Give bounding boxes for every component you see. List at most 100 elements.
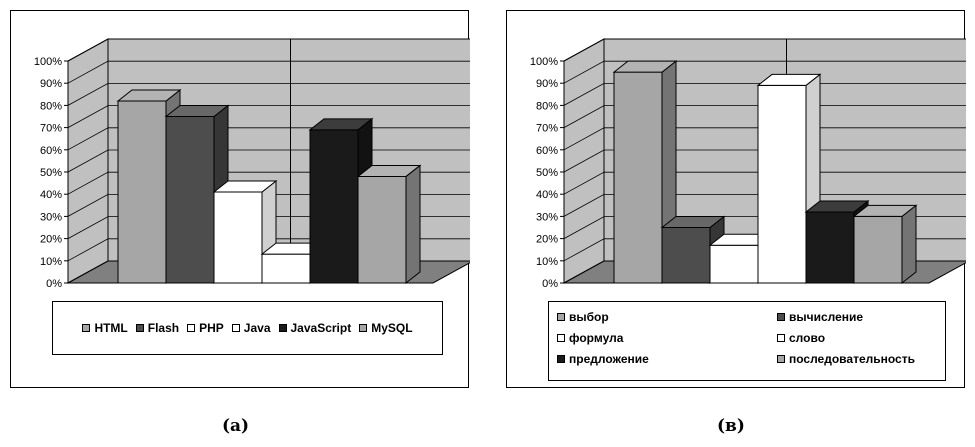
legend-swatch (557, 355, 565, 363)
bar-выбор (613, 71, 663, 284)
chart-a-plot: 0% 10% 20% 30% 40% 50% 60% 70% 80% 90% 100% (34, 38, 470, 290)
gridline (67, 105, 470, 128)
legend-item: выбор (557, 310, 609, 324)
gridline (67, 38, 470, 62)
legend-swatch (278, 324, 287, 332)
legend-item: MySQL (359, 321, 413, 335)
bar-последовательность (853, 215, 903, 284)
bar-формула (709, 244, 759, 284)
legend-item: Flash (135, 321, 180, 335)
bar-top (756, 73, 822, 86)
legend-swatch (359, 324, 368, 332)
legend-swatch (135, 324, 144, 332)
gridline (563, 83, 966, 106)
chart-panel-b: 0% 10% 20% 30% 40% 50% 60% 70% 80% 90% 100% выбор в… (506, 10, 966, 388)
legend-label: слово (789, 331, 826, 345)
legend-swatch (187, 324, 196, 332)
bar-top (116, 89, 182, 102)
legend-item: предложение (557, 352, 649, 366)
legend-label: MySQL (371, 321, 413, 335)
y-tick-label: 100% (530, 56, 558, 68)
legend-label: JavaScript (290, 321, 352, 335)
bar-top (212, 180, 278, 193)
legend-swatch (777, 355, 785, 363)
y-tick-label: 90% (536, 78, 558, 90)
bar-side (405, 164, 421, 285)
chart-b-legend: выбор вычисление формула слово предложение по… (548, 301, 946, 381)
bar-Java (261, 253, 311, 284)
gridline (563, 60, 966, 84)
y-tick-label: 20% (536, 234, 558, 246)
bar-HTML (117, 100, 167, 284)
legend-item: JavaScript (278, 321, 352, 335)
bar-PHP (213, 191, 263, 284)
y-tick-label: 20% (40, 234, 62, 246)
bar-вычисление (661, 227, 711, 284)
bar-top (356, 164, 422, 177)
legend-item: последовательность (777, 352, 915, 366)
gridline (67, 60, 470, 84)
legend-label: вычисление (789, 310, 864, 324)
y-tick-label: 10% (40, 256, 62, 268)
gridline (563, 127, 966, 151)
legend-swatch (777, 313, 785, 321)
legend-item: HTML (82, 321, 128, 335)
bar-слово (757, 84, 807, 284)
gridline (563, 105, 966, 128)
legend-item: PHP (187, 321, 224, 335)
y-tick-label: 40% (536, 189, 558, 201)
gridline (563, 171, 966, 195)
gridline (563, 38, 966, 62)
y-tick-label: 100% (34, 56, 62, 68)
y-tick-label: 60% (536, 145, 558, 157)
y-tick-label: 0% (46, 278, 62, 290)
bar-JavaScript (309, 129, 359, 284)
y-tick-label: 50% (40, 167, 62, 179)
y-tick-label: 10% (536, 256, 558, 268)
legend-swatch (777, 334, 785, 342)
y-tick-label: 40% (40, 189, 62, 201)
legend-item: слово (777, 331, 825, 345)
legend-item: вычисление (777, 310, 863, 324)
y-tick-label: 30% (536, 211, 558, 223)
bar-Flash (165, 116, 215, 284)
legend-label: формула (569, 331, 624, 345)
bar-top (164, 105, 230, 117)
legend-label: PHP (199, 321, 224, 335)
y-tick-label: 70% (536, 123, 558, 135)
bar-top (612, 60, 678, 73)
legend-swatch (231, 324, 240, 332)
legend-swatch (557, 313, 565, 321)
chart-a-legend: HTML Flash PHP Java JavaScript MySQL (52, 301, 443, 355)
y-tick-label: 70% (40, 123, 62, 135)
y-tick-label: 80% (536, 100, 558, 112)
bar-top (852, 204, 918, 217)
y-tick-label: 30% (40, 211, 62, 223)
gridline (67, 83, 470, 106)
legend-label: Flash (147, 321, 180, 335)
bar-top (308, 118, 374, 131)
legend-label: последовательность (789, 352, 915, 366)
bar-side (901, 204, 917, 285)
y-tick-label: 0% (542, 278, 558, 290)
y-tick-label: 90% (40, 78, 62, 90)
legend-swatch (557, 334, 565, 342)
y-tick-label: 50% (536, 167, 558, 179)
legend-swatch (82, 324, 91, 332)
y-tick-label: 80% (40, 100, 62, 112)
legend-label: предложение (569, 352, 649, 366)
caption-a: (a) (222, 416, 250, 436)
legend-item: формула (557, 331, 623, 345)
bar-MySQL (357, 175, 407, 284)
legend-label: Java (243, 321, 271, 335)
chart-b-plot: 0% 10% 20% 30% 40% 50% 60% 70% 80% 90% 100% (530, 38, 966, 290)
legend-label: HTML (94, 321, 128, 335)
caption-b: (в) (717, 416, 745, 436)
legend-item: Java (231, 321, 271, 335)
bar-top (660, 216, 726, 228)
gridline (563, 193, 966, 217)
bar-top (804, 200, 870, 213)
legend-label: выбор (569, 310, 609, 324)
y-tick-label: 60% (40, 145, 62, 157)
chart-panel-a: 0% 10% 20% 30% 40% 50% 60% 70% 80% 90% 100% HTML Fl… (10, 10, 470, 388)
